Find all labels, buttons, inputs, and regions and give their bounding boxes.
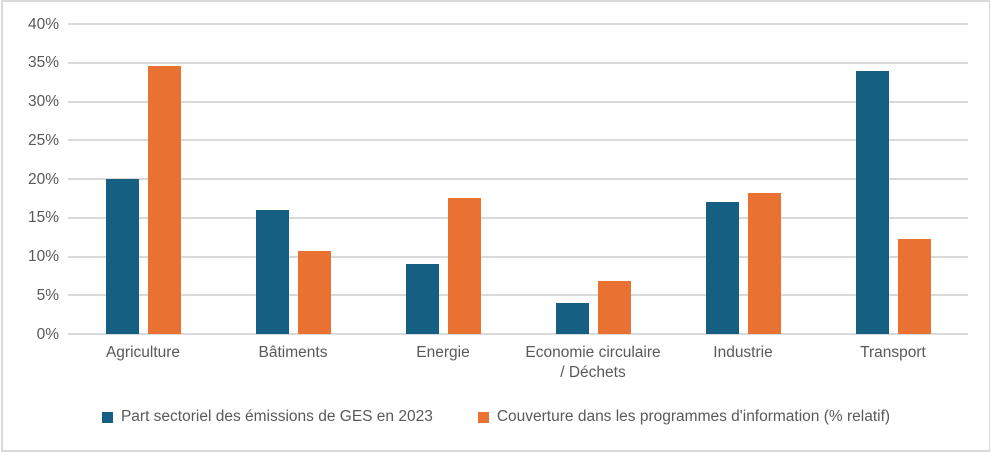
y-axis-tick-label: 35% [27,54,59,72]
x-axis-category-label: Transport [860,344,926,361]
y-axis-tick-label: 30% [27,93,59,110]
y-axis-tick-label: 25% [27,131,59,149]
legend-item-series1: Part sectoriel des émissions de GES en 2… [101,408,433,426]
gridline [68,23,968,25]
bar-series1 [255,210,289,334]
y-axis-tick-label: 5% [36,286,59,304]
bar-series1 [705,202,739,334]
legend-swatch-icon [477,411,489,423]
bar-series2 [147,65,181,334]
y-axis-tick-label: 20% [27,170,59,188]
x-axis-category-label: Bâtiments [258,344,328,361]
legend-label: Part sectoriel des émissions de GES en 2… [120,408,433,425]
gridline [68,294,968,297]
bar-series2 [597,281,631,334]
x-axis-category-label: Economie circulaire / Déchets [525,344,661,381]
gridline [68,100,968,103]
bar-group [668,24,818,334]
bar-group [518,24,668,334]
y-axis-tick-label: 15% [27,209,59,227]
y-axis-tick-label: 0% [36,325,59,343]
gridline [68,61,968,64]
gridline [68,178,968,180]
bar-series1 [855,70,889,334]
x-axis-category-label: Energie [416,344,470,361]
x-axis-category-label: Agriculture [105,344,181,361]
legend-item-series2: Couverture dans les programmes d'informa… [477,408,891,426]
bar-group [218,24,368,334]
bar-series1 [405,264,439,334]
y-axis-tick-label: 40% [27,15,59,33]
legend: Part sectoriel des émissions de GES en 2… [3,408,989,426]
gridline [68,333,968,335]
gridline [68,255,968,258]
bar-series2 [897,239,931,334]
y-axis-tick-label: 10% [27,248,59,265]
x-axis-category-label: Industrie [713,344,773,361]
gridline [68,139,968,142]
bar-group [368,24,518,334]
plot-area [68,23,968,335]
bar-series1 [105,179,139,334]
bar-group [68,24,218,334]
legend-swatch-icon [101,411,113,423]
y-axis: 0% 5% 10% 15% 20% 25% 30% 35% 40% [3,16,59,343]
bar-series2 [297,251,331,334]
gridline [68,216,968,219]
bar-series1 [555,303,589,334]
bar-series2 [747,192,781,334]
bar-series2 [447,198,481,334]
legend-label: Couverture dans les programmes d'informa… [496,408,891,425]
bar-group [818,24,968,334]
